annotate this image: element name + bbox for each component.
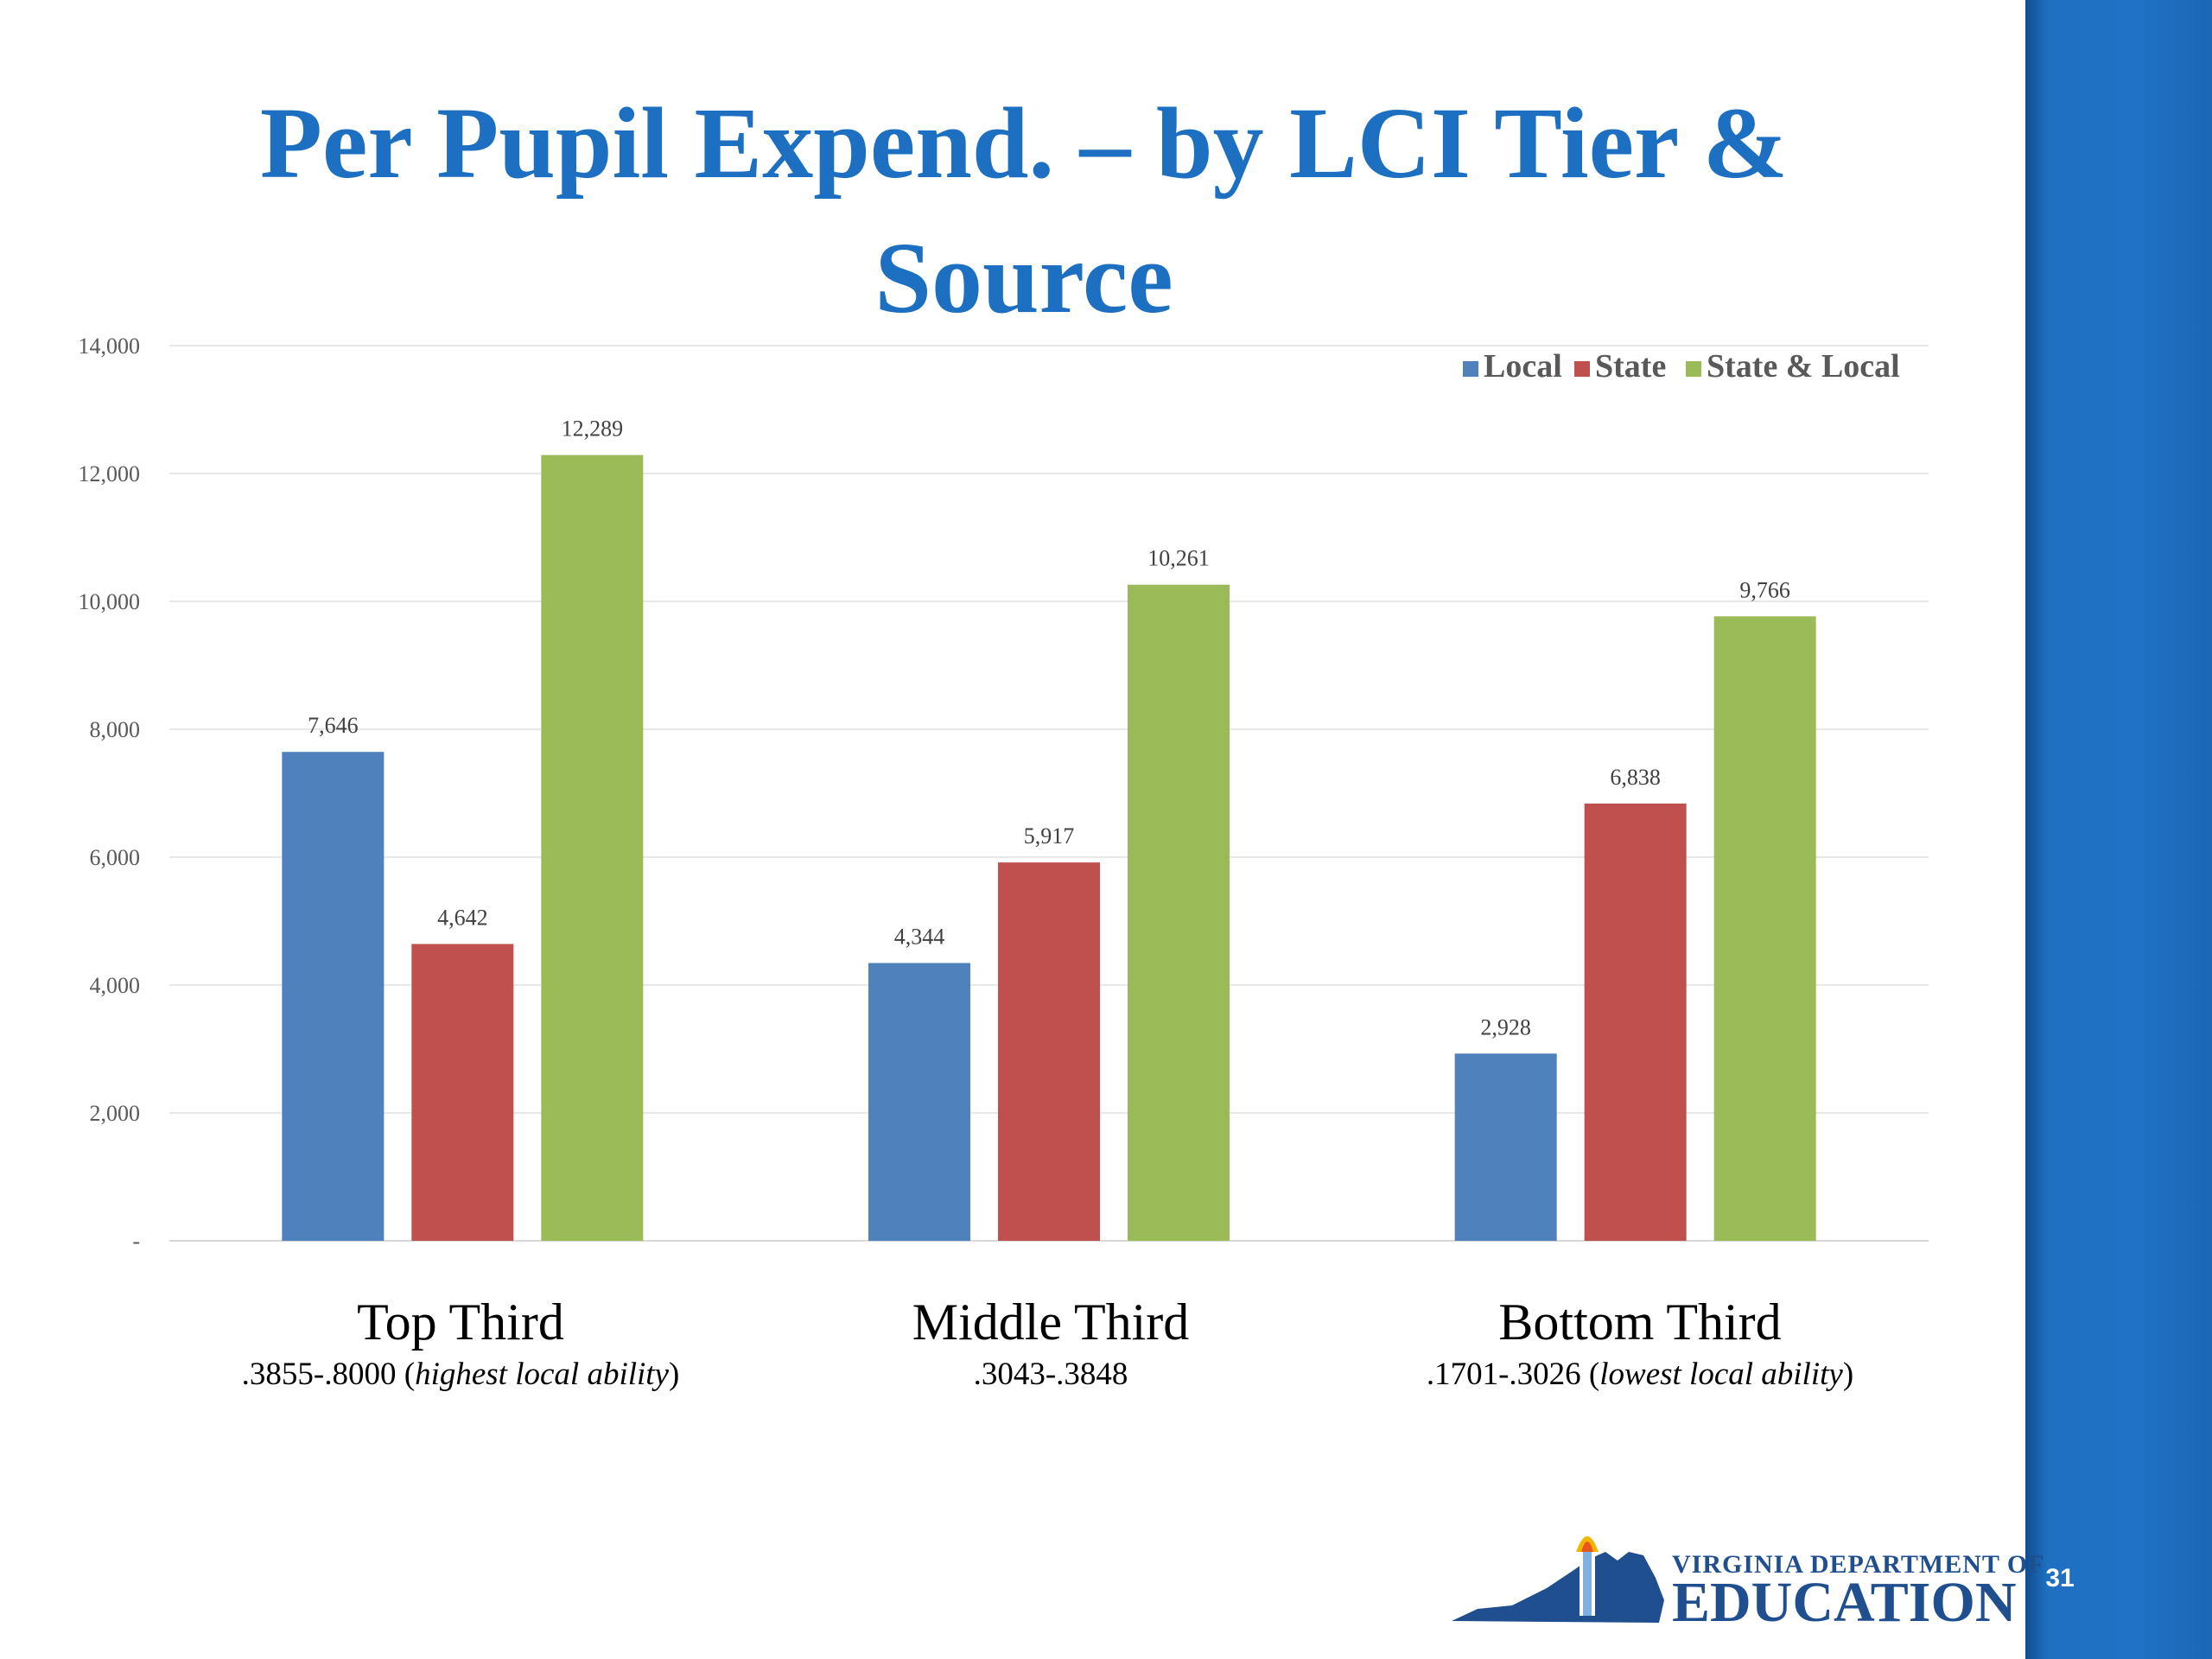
legend-label: State bbox=[1595, 348, 1666, 385]
category-bottom-third: Bottom Third .1701-.3026 (lowest local a… bbox=[1398, 1292, 1882, 1397]
legend-swatch bbox=[1463, 361, 1478, 377]
legend-label: Local bbox=[1484, 348, 1562, 385]
y-tick-label: 14,000 bbox=[79, 334, 141, 359]
y-tick-label: 4,000 bbox=[90, 973, 141, 998]
legend-label: State & Local bbox=[1707, 348, 1900, 385]
data-label: 4,344 bbox=[894, 925, 945, 950]
bar bbox=[411, 944, 514, 1241]
y-tick-label: 8,000 bbox=[90, 717, 141, 742]
category-range: .3043-.3848 bbox=[973, 1357, 1128, 1392]
bar bbox=[1713, 616, 1816, 1241]
slide-title: Per Pupil Expend. – by LCI Tier & Source bbox=[259, 86, 1789, 334]
y-tick-label: 10,000 bbox=[79, 589, 141, 614]
category-top-third: Top Third .3855-.8000 (highest local abi… bbox=[219, 1292, 702, 1397]
legend-swatch bbox=[1686, 361, 1701, 377]
y-tick-label: - bbox=[132, 1229, 140, 1254]
data-label: 6,838 bbox=[1610, 765, 1661, 790]
category-range: .3855-.8000 (highest local ability) bbox=[241, 1357, 680, 1392]
category-middle-third: Middle Third .3043-.3848 bbox=[809, 1292, 1293, 1397]
bar-chart: - 2,000 4,000 6,000 8,000 10,000 12,000 14,000 7… bbox=[79, 334, 1929, 1254]
bar bbox=[1128, 584, 1230, 1241]
data-label: 7,646 bbox=[308, 713, 359, 738]
data-label: 2,928 bbox=[1480, 1014, 1531, 1039]
page-number: 31 bbox=[2045, 1564, 2075, 1592]
bar bbox=[541, 454, 644, 1241]
data-label: 12,289 bbox=[562, 416, 624, 442]
vdoe-logo: VIRGINIA DEPARTMENT OF EDUCATION bbox=[1452, 1526, 2044, 1631]
y-tick-label: 2,000 bbox=[90, 1101, 141, 1126]
category-name: Bottom Third bbox=[1498, 1294, 1782, 1351]
bar bbox=[998, 862, 1100, 1241]
category-name: Top Third bbox=[357, 1294, 564, 1351]
slide-sidebar bbox=[2025, 0, 2212, 1659]
category-name: Middle Third bbox=[912, 1294, 1190, 1351]
legend-swatch bbox=[1574, 361, 1590, 377]
y-tick-label: 6,000 bbox=[90, 845, 141, 870]
data-label: 9,766 bbox=[1739, 577, 1790, 602]
category-range: .1701-.3026 (lowest local ability) bbox=[1426, 1357, 1854, 1392]
data-label: 10,261 bbox=[1147, 546, 1210, 571]
y-tick-label: 12,000 bbox=[79, 461, 141, 486]
logo-line2: EDUCATION bbox=[1672, 1571, 2017, 1634]
data-label: 5,917 bbox=[1024, 823, 1075, 849]
data-label: 4,642 bbox=[437, 905, 488, 930]
bar bbox=[1584, 803, 1687, 1241]
bar bbox=[282, 752, 385, 1241]
bar bbox=[868, 963, 970, 1241]
virginia-state-logo-icon bbox=[1452, 1536, 1664, 1623]
bar bbox=[1454, 1053, 1557, 1241]
logo-line1: VIRGINIA DEPARTMENT OF bbox=[1672, 1550, 2045, 1579]
